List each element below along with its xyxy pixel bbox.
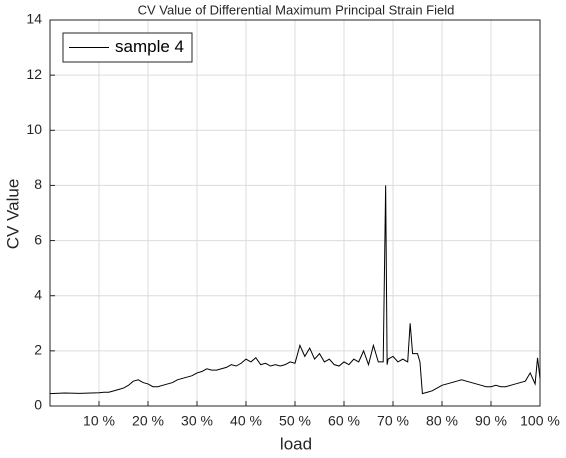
x-tick-label: 40 %	[230, 413, 262, 429]
x-tick-label: 100 %	[520, 413, 560, 429]
y-tick-label: 8	[34, 176, 42, 192]
x-tick-label: 70 %	[377, 413, 409, 429]
plot-frame	[49, 19, 541, 407]
x-tick-label: 80 %	[426, 413, 458, 429]
chart-title: CV Value of Differential Maximum Princip…	[138, 2, 455, 17]
y-tick-label: 10	[26, 121, 42, 137]
y-tick-label: 4	[34, 286, 42, 302]
x-tick-label: 50 %	[279, 413, 311, 429]
y-tick-label: 6	[34, 231, 42, 247]
data-line	[49, 185, 541, 395]
x-axis-label: load	[280, 434, 312, 453]
y-tick-label: 14	[26, 11, 42, 27]
y-axis-label: CV Value	[3, 179, 22, 250]
x-tick-label: 30 %	[181, 413, 213, 429]
y-tick-label: 0	[34, 397, 42, 413]
x-tick-label: 10 %	[83, 413, 115, 429]
y-tick-label: 2	[34, 342, 42, 358]
y-tick-label: 12	[26, 66, 42, 82]
x-tick-label: 20 %	[132, 413, 164, 429]
x-tick-label: 90 %	[475, 413, 507, 429]
x-tick-label: 60 %	[328, 413, 360, 429]
legend-label: sample 4	[115, 37, 184, 56]
